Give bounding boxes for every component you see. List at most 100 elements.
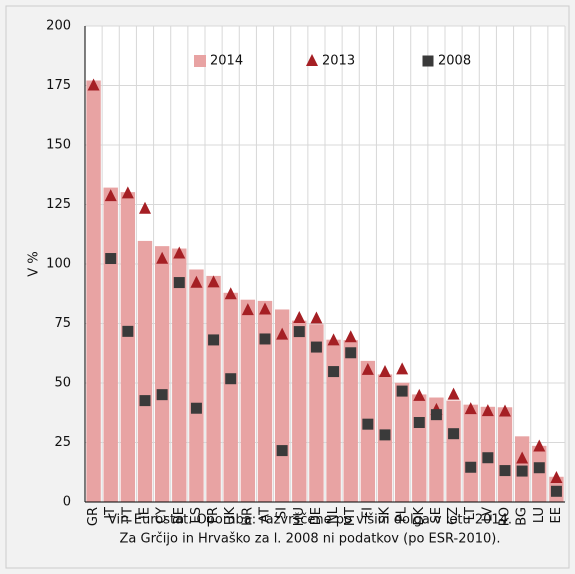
note: Za Grčijo in Hrvaško za l. 2008 ni podat… xyxy=(119,532,500,547)
bar xyxy=(309,324,324,502)
legend-swatch xyxy=(194,55,206,67)
x-tick-label: UK xyxy=(223,507,238,526)
legend-label: 2013 xyxy=(322,54,355,69)
square-marker xyxy=(190,402,202,414)
x-tick-label: DE xyxy=(309,507,324,525)
bar xyxy=(446,400,461,502)
x-tick-label: HU xyxy=(292,507,307,526)
triangle-marker xyxy=(310,311,323,324)
legend-swatch xyxy=(422,55,434,67)
note: Vir: Eurostat. Opomba: razvrščene po viš… xyxy=(108,513,512,528)
bar xyxy=(497,407,513,502)
bar xyxy=(103,187,118,503)
bar xyxy=(394,382,410,502)
y-tick-label: 0 xyxy=(63,495,71,510)
legend-swatch xyxy=(306,54,318,66)
square-marker xyxy=(156,389,168,401)
square-marker xyxy=(345,347,357,359)
bar xyxy=(463,404,478,502)
bar xyxy=(429,397,444,502)
bar xyxy=(223,292,238,502)
triangle-marker xyxy=(533,439,546,452)
square-marker xyxy=(499,465,511,477)
y-tick-label: 125 xyxy=(46,197,71,212)
y-tick-label: 100 xyxy=(46,257,71,272)
x-tick-label: LV xyxy=(480,507,495,522)
triangle-marker xyxy=(413,388,426,401)
square-marker xyxy=(533,462,545,474)
square-marker xyxy=(310,341,322,353)
x-tick-label: CY xyxy=(155,507,170,524)
triangle-marker xyxy=(464,402,477,415)
bar xyxy=(532,445,547,502)
triangle-marker xyxy=(173,246,186,259)
triangle-marker xyxy=(139,201,151,214)
triangle-marker xyxy=(156,251,169,264)
bar xyxy=(189,269,204,502)
square-marker xyxy=(413,417,425,429)
y-axis-title: V % xyxy=(27,251,42,276)
square-marker xyxy=(122,325,134,337)
square-marker xyxy=(276,445,288,457)
square-marker xyxy=(465,461,477,473)
legend-label: 2008 xyxy=(438,54,471,69)
y-tick-label: 25 xyxy=(54,435,71,450)
triangle-marker xyxy=(104,189,117,202)
x-tick-label: ES xyxy=(189,507,204,523)
square-marker xyxy=(225,373,237,385)
bar xyxy=(137,240,153,502)
legend-label: 2014 xyxy=(210,54,243,69)
x-tick-label: BG xyxy=(515,507,530,526)
x-tick-label: CZ xyxy=(446,507,461,525)
bar xyxy=(343,340,358,502)
bar xyxy=(240,299,256,502)
bar xyxy=(206,275,221,502)
x-tick-label: GR xyxy=(86,507,101,526)
x-tick-label: NL xyxy=(326,506,341,524)
triangle-marker xyxy=(550,470,563,483)
bar xyxy=(172,248,187,502)
triangle-marker xyxy=(207,275,220,288)
triangle-marker xyxy=(121,186,134,199)
triangle-marker xyxy=(447,387,460,400)
triangle-marker xyxy=(327,333,340,346)
y-tick-label: 50 xyxy=(54,376,71,391)
bar xyxy=(412,394,427,502)
bar xyxy=(154,246,170,502)
square-marker xyxy=(139,395,151,407)
triangle-marker xyxy=(379,365,391,378)
bar xyxy=(86,80,101,502)
x-tick-label: IT xyxy=(103,507,118,519)
x-tick-label: LU xyxy=(532,507,547,523)
triangle-marker xyxy=(190,275,203,288)
y-tick-label: 150 xyxy=(46,138,71,153)
x-tick-label: SE xyxy=(429,507,444,523)
x-tick-label: PT xyxy=(120,507,135,523)
y-tick-label: 200 xyxy=(46,19,71,34)
triangle-marker xyxy=(481,404,494,417)
square-marker xyxy=(379,429,391,441)
x-tick-label: IE xyxy=(138,507,153,519)
triangle-marker xyxy=(396,362,409,375)
triangle-marker xyxy=(344,330,357,343)
square-marker xyxy=(482,452,494,464)
square-marker xyxy=(105,253,117,265)
square-marker xyxy=(396,385,408,397)
bar xyxy=(360,360,376,502)
triangle-marker xyxy=(259,302,271,315)
triangle-marker xyxy=(293,311,306,324)
square-marker xyxy=(550,485,562,497)
x-tick-label: SI xyxy=(275,507,290,519)
triangle-marker xyxy=(241,303,254,316)
y-tick-label: 175 xyxy=(46,78,71,93)
x-tick-label: EE xyxy=(549,507,564,523)
bar xyxy=(257,300,273,502)
triangle-marker xyxy=(361,362,374,375)
bar xyxy=(120,192,136,502)
x-tick-label: FI xyxy=(360,507,375,518)
square-marker xyxy=(516,465,528,477)
x-tick-label: HR xyxy=(240,507,255,526)
x-tick-label: RO xyxy=(498,507,513,526)
square-marker xyxy=(293,326,305,338)
